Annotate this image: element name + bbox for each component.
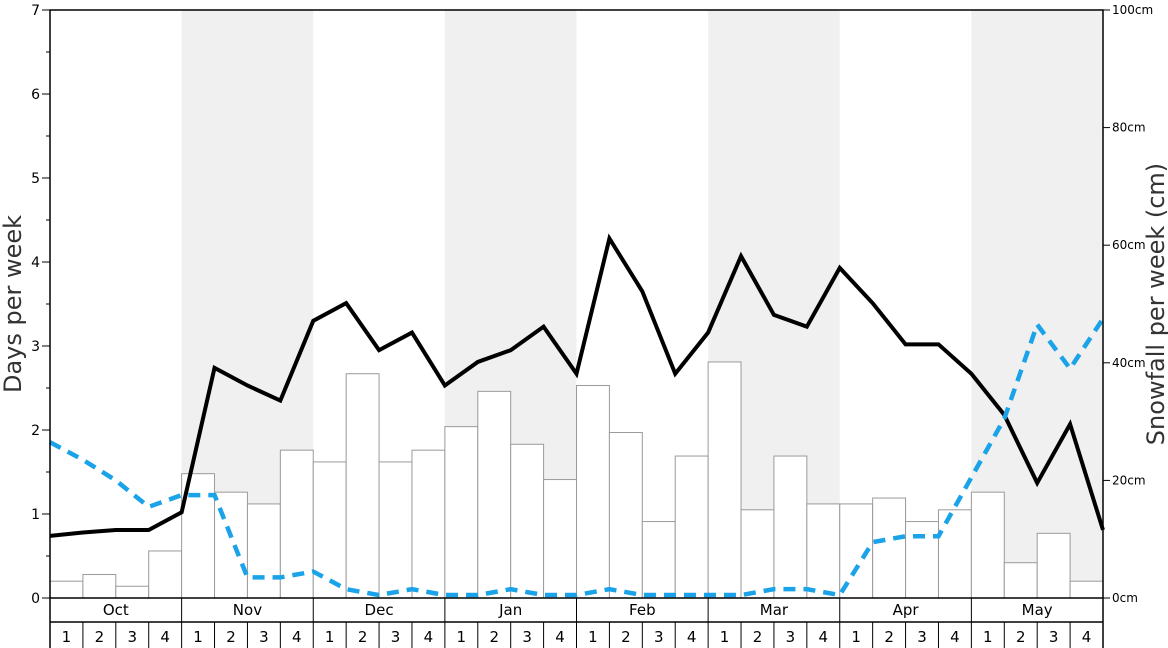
week-label: 2 — [358, 628, 368, 646]
right-tick-label: 100cm — [1112, 3, 1153, 17]
month-label-mar: Mar — [760, 601, 789, 619]
days-line-series — [49, 233, 1105, 538]
month-label-apr: Apr — [893, 601, 920, 619]
week-label: 4 — [687, 628, 697, 646]
week-label: 1 — [720, 628, 730, 646]
week-label: 3 — [391, 628, 401, 646]
left-tick-label: 0 — [31, 591, 40, 607]
days-bar — [905, 521, 939, 599]
days-bar — [477, 390, 512, 599]
right-tick-label: 20cm — [1112, 473, 1146, 487]
snowfall-line — [48, 317, 1105, 598]
week-label-row: 1 2 3 4 1 2 3 4 1 2 3 4 1 2 3 4 1 2 3 4 1 2 3 4 1 2 3 4 1 2 3 4 — [62, 622, 1092, 648]
week-label: 3 — [917, 628, 927, 646]
days-bar — [970, 491, 1005, 599]
month-label-jan: Jan — [498, 601, 522, 619]
days-bar — [246, 503, 281, 599]
week-label: 1 — [193, 628, 203, 646]
left-tick-label: 4 — [31, 255, 40, 271]
right-tick-label: 0cm — [1112, 591, 1138, 605]
days-bar — [312, 461, 347, 599]
week-label: 4 — [950, 628, 960, 646]
week-label: 1 — [851, 628, 861, 646]
days-bar — [707, 361, 742, 599]
week-label: 2 — [621, 628, 631, 646]
days-bar — [543, 479, 577, 599]
days-bar — [49, 580, 84, 599]
days-bar — [773, 455, 808, 599]
week-label: 3 — [786, 628, 796, 646]
days-bar — [444, 426, 479, 599]
week-label: 3 — [654, 628, 664, 646]
days-bar — [674, 455, 709, 599]
week-label: 3 — [522, 628, 532, 646]
left-tick-label: 3 — [31, 339, 40, 355]
week-label: 4 — [160, 628, 170, 646]
week-label: 4 — [424, 628, 434, 646]
week-label: 2 — [489, 628, 499, 646]
days-bar — [115, 585, 150, 599]
week-label: 2 — [95, 628, 105, 646]
week-label: 1 — [62, 628, 72, 646]
week-label: 3 — [1049, 628, 1059, 646]
left-tick-label: 6 — [31, 87, 40, 103]
days-bar — [641, 521, 676, 599]
month-label-feb: Feb — [629, 601, 656, 619]
left-axis-title: Days per week — [0, 215, 27, 393]
right-tick-label: 40cm — [1112, 356, 1146, 370]
week-label: 1 — [457, 628, 467, 646]
days-bar — [82, 573, 117, 599]
left-tick-label: 5 — [31, 171, 40, 187]
right-tick-label: 80cm — [1112, 121, 1146, 135]
days-bar — [576, 384, 610, 599]
right-axis-title: Snowfall per week (cm) — [1142, 163, 1168, 445]
right-axis: 0cm 20cm 40cm 60cm 80cm 100cm — [1103, 3, 1153, 605]
week-label: 2 — [1016, 628, 1026, 646]
week-label: 4 — [292, 628, 302, 646]
days-bar — [345, 373, 380, 599]
week-label: 2 — [226, 628, 236, 646]
week-label: 1 — [983, 628, 993, 646]
days-bar — [740, 509, 775, 599]
week-label: 3 — [259, 628, 269, 646]
days-bar — [872, 497, 907, 599]
week-label: 2 — [884, 628, 894, 646]
month-label-oct: Oct — [103, 601, 129, 619]
days-bar — [148, 550, 183, 599]
days-bar — [1036, 532, 1071, 599]
days-bar — [608, 432, 643, 599]
days-bar — [806, 503, 841, 599]
week-label: 3 — [127, 628, 137, 646]
month-label-dec: Dec — [365, 601, 394, 619]
snowfall-line-series — [48, 317, 1105, 598]
week-label: 1 — [588, 628, 598, 646]
days-bar — [937, 509, 972, 599]
days-bar — [510, 443, 545, 599]
left-tick-label: 1 — [31, 507, 40, 523]
days-bar — [411, 449, 446, 599]
left-axis: 0 1 2 3 4 5 6 7 — [31, 3, 50, 607]
days-line — [49, 233, 1105, 538]
days-bar — [378, 461, 413, 599]
right-tick-label: 60cm — [1112, 238, 1146, 252]
week-label: 4 — [555, 628, 565, 646]
left-tick-label: 2 — [31, 423, 40, 439]
week-label: 4 — [819, 628, 829, 646]
month-label-may: May — [1022, 601, 1053, 619]
days-bar — [1069, 580, 1104, 599]
week-label: 1 — [325, 628, 335, 646]
days-bar — [1003, 562, 1038, 599]
left-tick-label: 7 — [31, 3, 40, 19]
week-label: 4 — [1082, 628, 1092, 646]
month-label-nov: Nov — [233, 601, 262, 619]
week-label: 2 — [753, 628, 763, 646]
